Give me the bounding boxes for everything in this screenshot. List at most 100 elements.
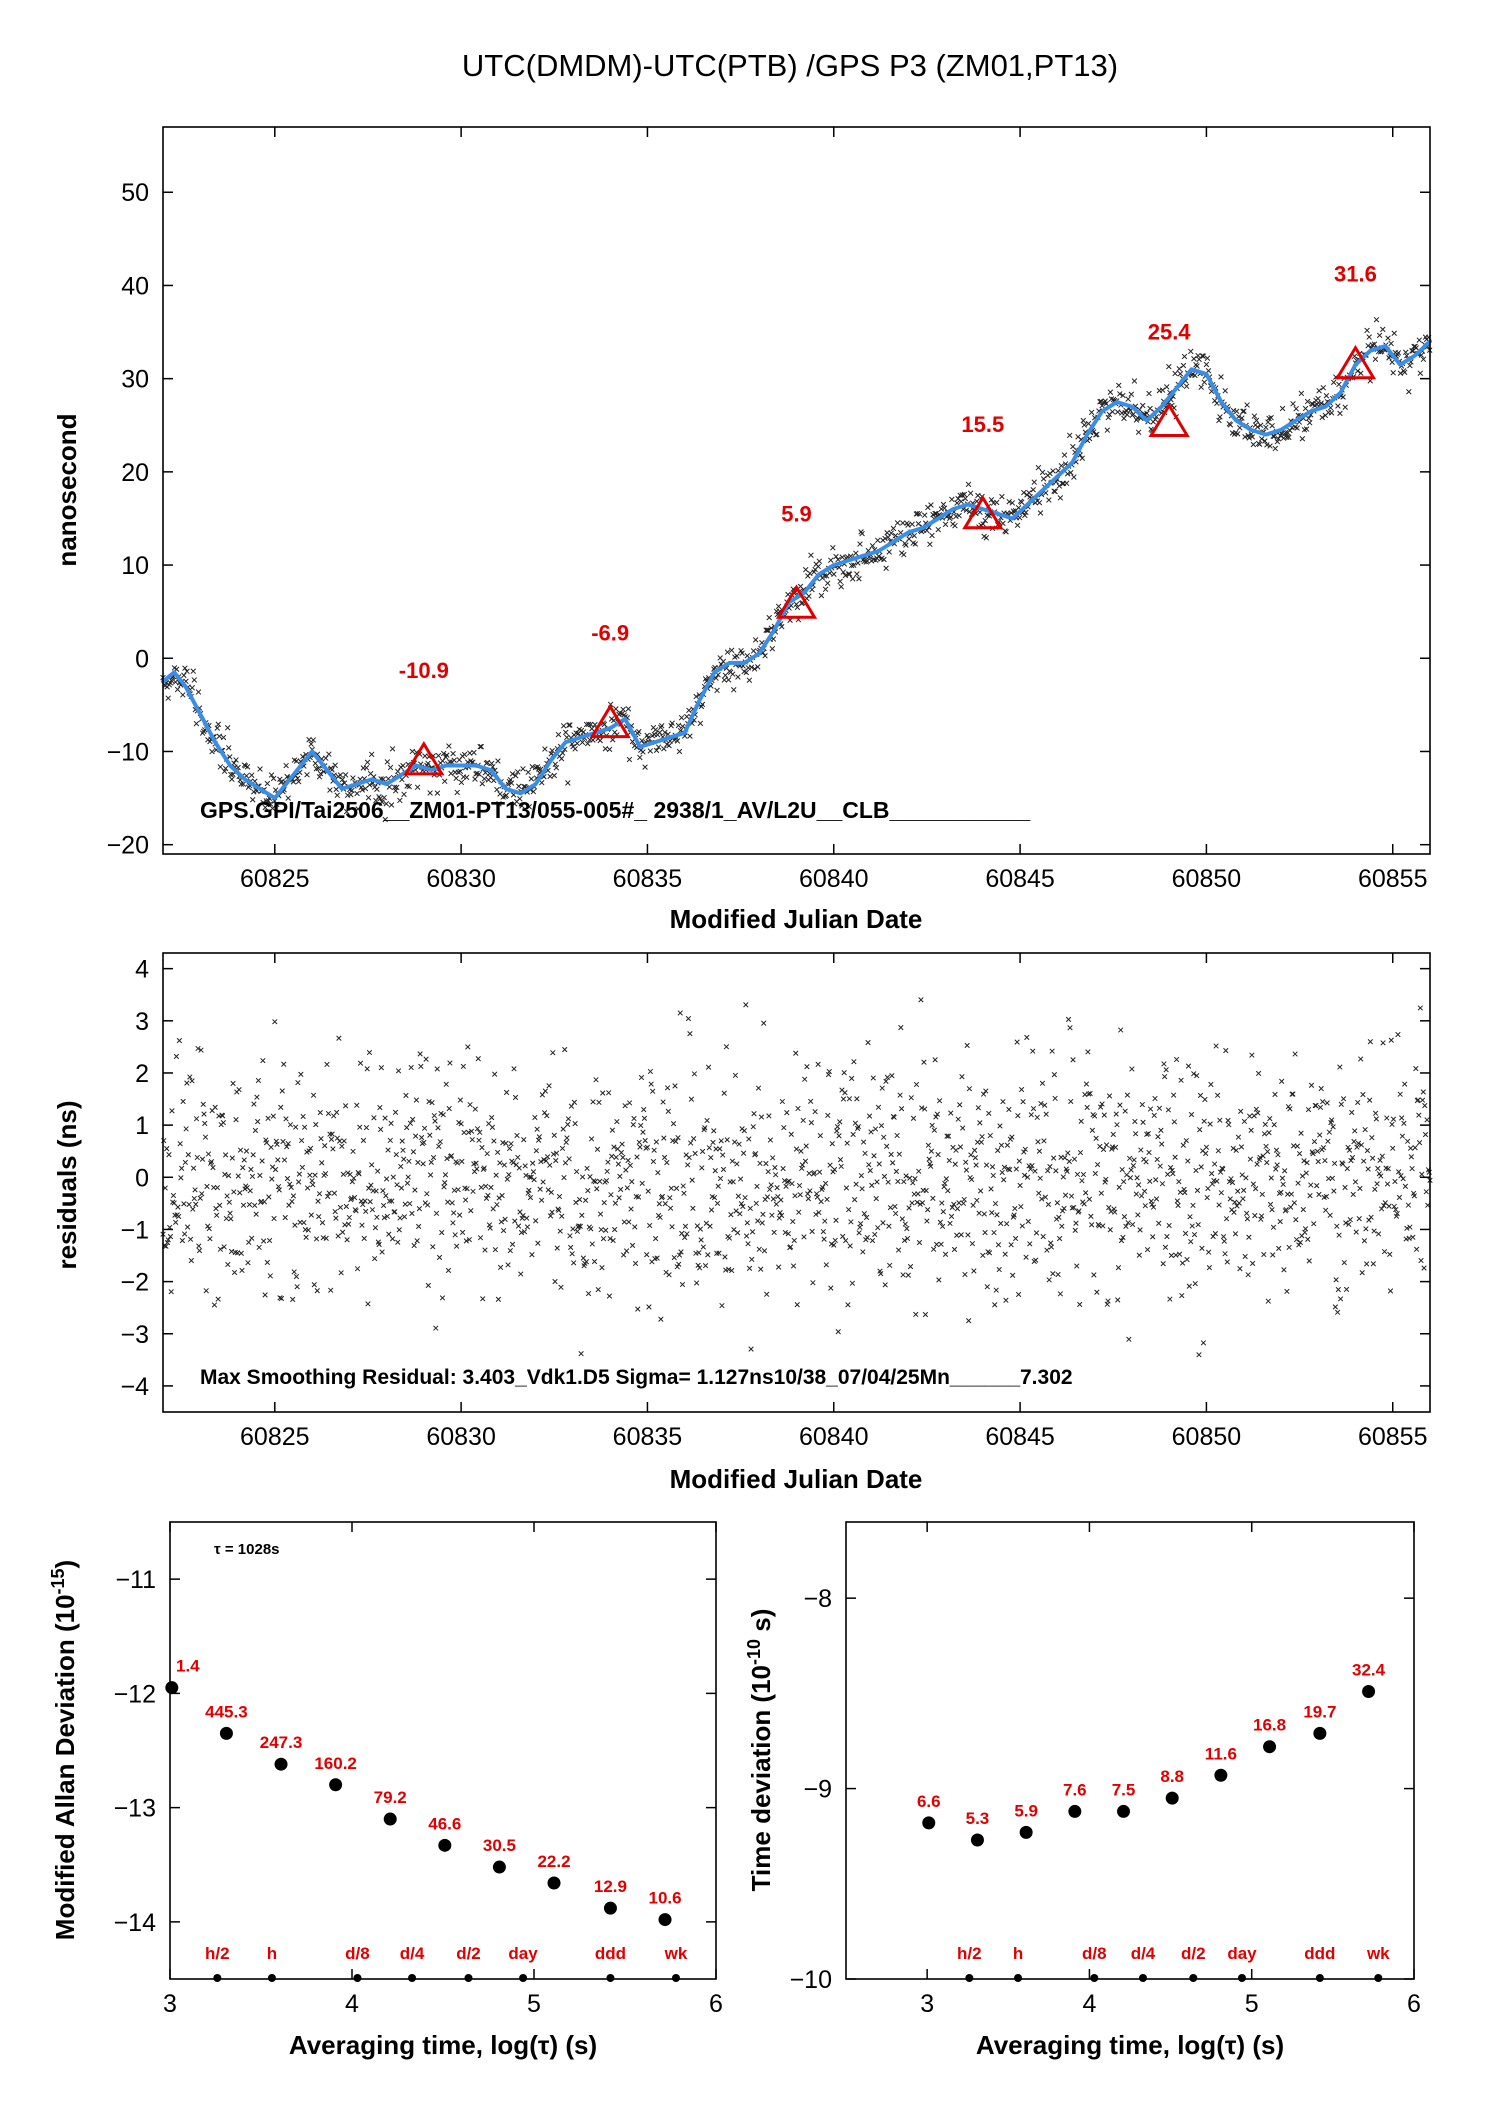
residual-point [430, 1244, 436, 1250]
residual-point [1153, 1177, 1159, 1183]
residual-point [1088, 1213, 1094, 1219]
residual-point [1191, 1071, 1197, 1077]
offset-point [666, 742, 672, 749]
residual-point [293, 1124, 299, 1130]
offset-point [574, 740, 580, 747]
offset-point [982, 517, 988, 524]
residual-point [838, 1163, 844, 1170]
residual-point [802, 1076, 808, 1082]
offset-point [343, 808, 350, 815]
residual-point [1212, 1230, 1219, 1237]
residual-point [954, 1232, 960, 1238]
offset-point [1364, 327, 1370, 334]
offset-point [579, 739, 586, 746]
residual-point [1047, 1163, 1053, 1170]
residual-point [1422, 1131, 1429, 1138]
residual-point [240, 1202, 247, 1208]
residual-point [843, 1237, 849, 1244]
residual-point [472, 1106, 478, 1112]
residual-point [196, 1243, 202, 1249]
residual-point [1185, 1063, 1192, 1069]
residual-point [881, 1134, 887, 1140]
residual-point [504, 1176, 510, 1182]
offset-point [559, 750, 566, 756]
residual-point [949, 1204, 955, 1211]
residual-point [1182, 1189, 1188, 1196]
residual-point [465, 1044, 471, 1050]
offset-point [180, 692, 186, 698]
residual-point [427, 1132, 433, 1138]
offset-point [400, 762, 406, 769]
residual-point [1419, 1097, 1426, 1103]
residual-point [186, 1201, 192, 1208]
residual-point [377, 1126, 384, 1133]
residual-point [1023, 1254, 1029, 1260]
offset-point [1085, 420, 1092, 427]
residual-point [609, 1153, 615, 1159]
residual-point [828, 1285, 834, 1291]
residual-point [284, 1175, 291, 1182]
offset-point [1303, 426, 1310, 432]
residual-point [1116, 1184, 1122, 1190]
residual-point [959, 1074, 965, 1080]
mdev-y-label-exp: -15 [48, 1568, 68, 1594]
offset-point [645, 735, 651, 741]
offset-point [348, 791, 354, 798]
residual-point [1286, 1244, 1292, 1251]
residual-point [1037, 1175, 1043, 1181]
residual-point [1276, 1245, 1282, 1252]
residual-point [916, 1239, 923, 1246]
offset-point [450, 750, 456, 757]
residual-point [787, 1244, 794, 1250]
offset-point [1022, 512, 1028, 519]
residual-point [389, 1198, 395, 1204]
residual-point [609, 1127, 616, 1133]
offset-point [1294, 425, 1300, 431]
residual-point [1369, 1155, 1376, 1161]
time-marker-dot [1189, 1974, 1198, 1982]
residual-point [891, 1114, 897, 1120]
residual-point [1261, 1131, 1268, 1137]
residual-point [869, 1237, 876, 1244]
offset-point [1140, 402, 1146, 409]
residual-point [290, 1296, 296, 1303]
residual-point [1363, 1261, 1370, 1267]
offset-point [406, 783, 412, 790]
residual-point [386, 1231, 392, 1237]
offset-point [1267, 443, 1273, 449]
offset-point [509, 771, 516, 777]
offset-point [1251, 413, 1258, 419]
residual-point [548, 1189, 554, 1195]
residual-point [1395, 1031, 1401, 1038]
offset-point [496, 801, 502, 807]
residual-point [732, 1072, 739, 1079]
residual-point [318, 1136, 324, 1142]
residual-point [884, 1074, 891, 1080]
residual-point [883, 1078, 889, 1084]
residual-point [339, 1143, 345, 1149]
offset-point [441, 778, 448, 785]
residual-point [620, 1154, 626, 1161]
residual-point [971, 1268, 977, 1274]
residual-point [1283, 1206, 1289, 1213]
residual-point [724, 1137, 730, 1143]
residual-point [477, 1129, 483, 1136]
residual-point [1089, 1127, 1096, 1133]
residual-point [518, 1271, 524, 1277]
residual-point [342, 1103, 349, 1109]
residual-point [1153, 1196, 1160, 1202]
residual-point [1344, 1165, 1350, 1172]
residual-point [1050, 1270, 1056, 1277]
offset-point [388, 802, 395, 808]
offset-point [231, 760, 237, 766]
residual-point [437, 1139, 443, 1145]
x-tick-label: 60835 [613, 1423, 683, 1451]
residual-point [479, 1144, 485, 1151]
offset-point [821, 573, 828, 579]
offset-point [915, 521, 922, 527]
offset-point [721, 677, 728, 683]
residual-point [849, 1280, 856, 1286]
residual-point [879, 1085, 885, 1091]
residual-point [294, 1284, 300, 1290]
y-tick-label: 3 [135, 1008, 149, 1036]
